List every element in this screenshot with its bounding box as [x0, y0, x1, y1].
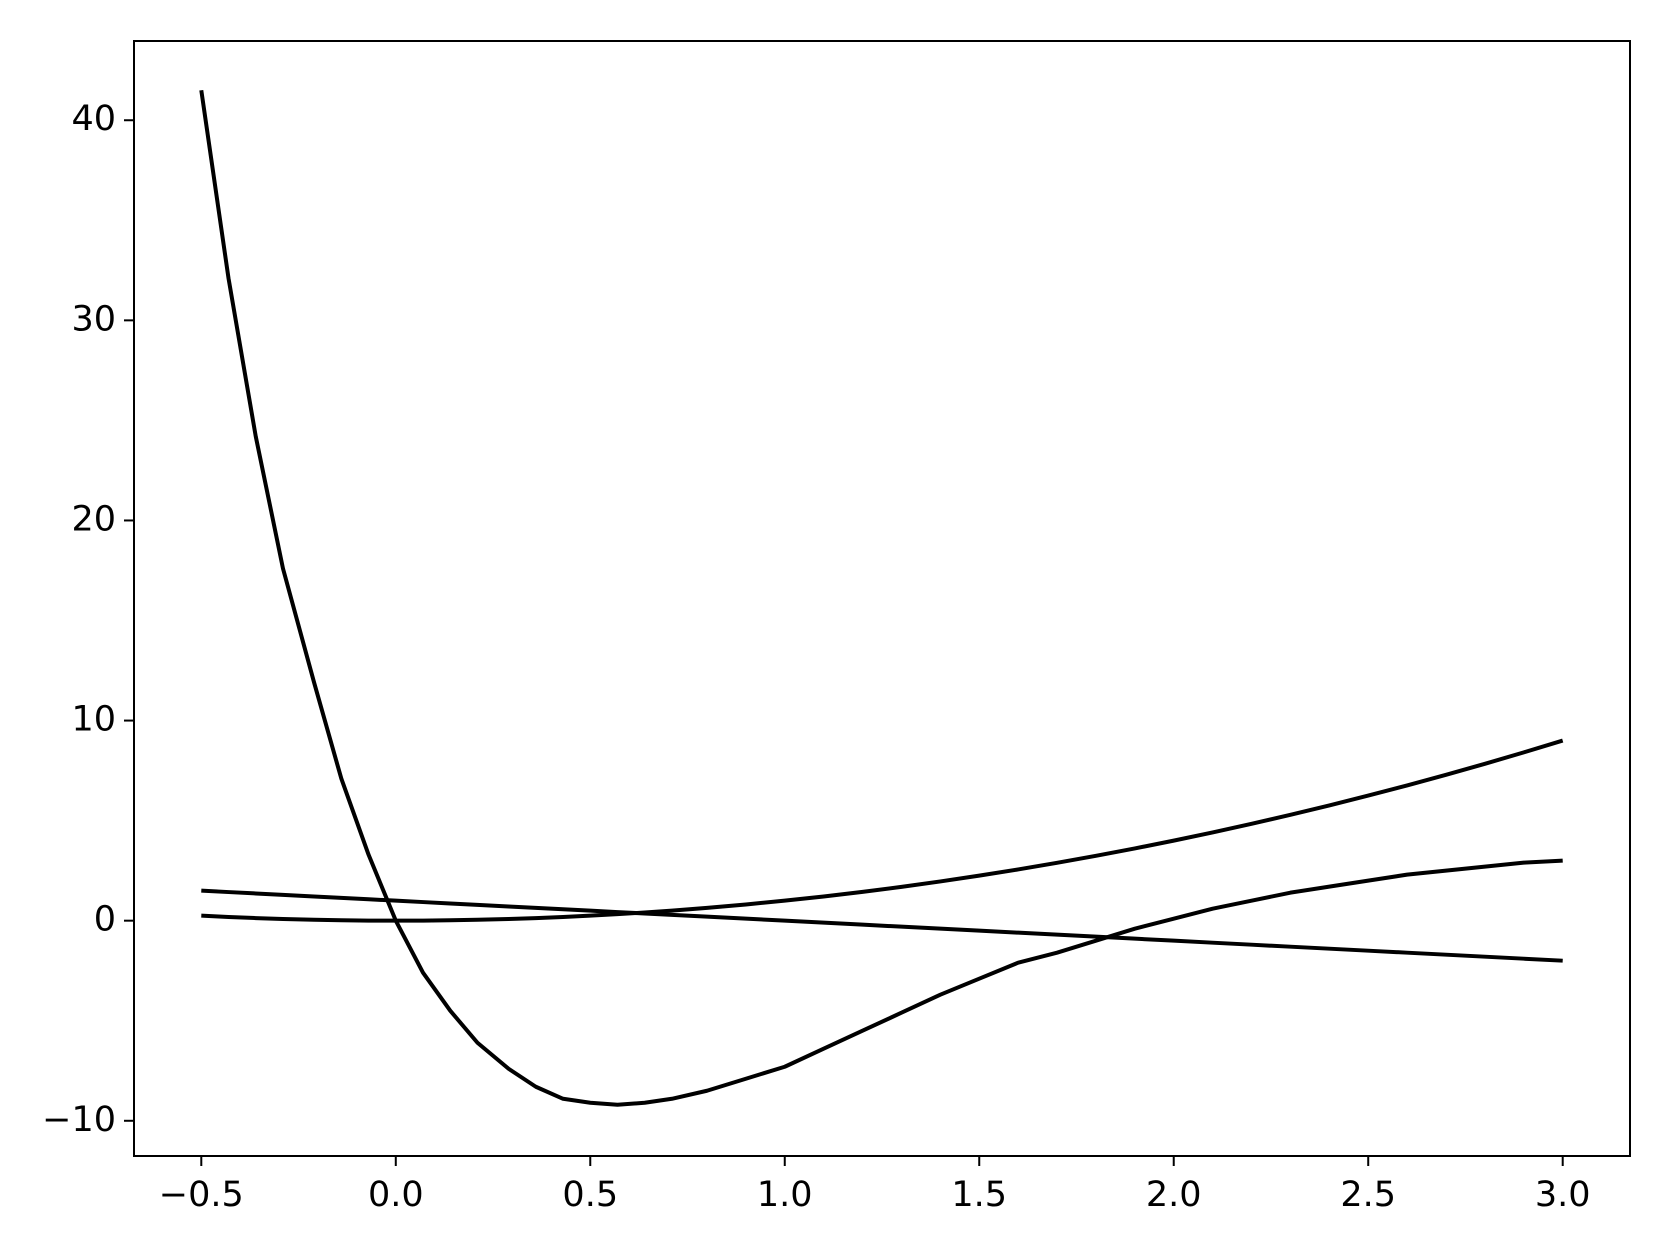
plot-frame: [133, 40, 1631, 1157]
line-series: [201, 888, 1563, 963]
line-series: [201, 738, 1564, 923]
y-tick-label: 0: [94, 900, 116, 940]
line-series: [199, 89, 1563, 1107]
y-tick-label: 20: [71, 499, 116, 539]
y-tick-label: −10: [42, 1100, 116, 1140]
x-tick-label: 1.0: [757, 1175, 813, 1215]
x-tick-label: 0.5: [562, 1175, 618, 1215]
x-tick-label: 1.5: [951, 1175, 1007, 1215]
y-tick-label: 40: [71, 99, 116, 139]
x-tick-label: 0.0: [368, 1175, 424, 1215]
x-tick-label: −0.5: [159, 1175, 244, 1215]
y-tick-label: 30: [71, 299, 116, 339]
y-tick-label: 10: [71, 700, 116, 740]
x-tick-label: 2.5: [1340, 1175, 1396, 1215]
x-tick-label: 2.0: [1146, 1175, 1202, 1215]
x-tick-label: 3.0: [1535, 1175, 1591, 1215]
